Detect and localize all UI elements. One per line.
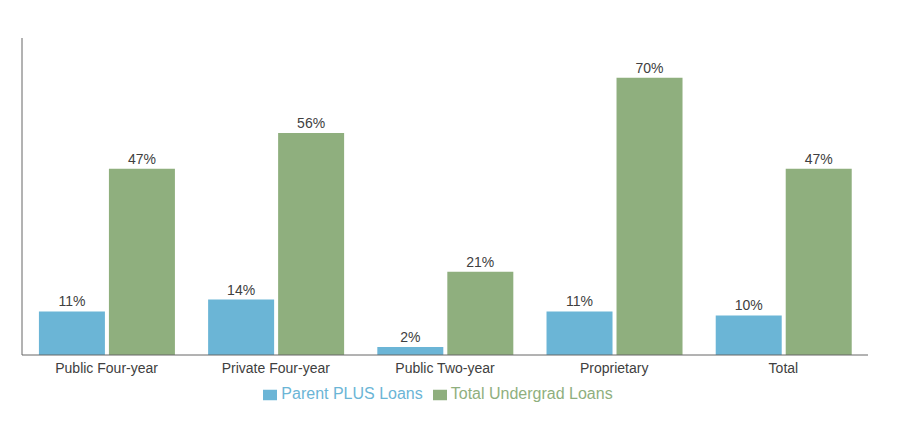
html-text:Total Undergrad Loans: Total Undergrad Loans xyxy=(450,385,613,402)
svg-text:Public Two-year: Public Two-year xyxy=(395,360,495,376)
svg-text:47%: 47% xyxy=(128,151,156,167)
svg-text:2%: 2% xyxy=(400,329,420,345)
svg-text:11%: 11% xyxy=(566,293,593,309)
svg-text:Proprietary: Proprietary xyxy=(580,360,648,376)
svg-text:56%: 56% xyxy=(297,115,325,131)
html-text:Parent PLUS Loans: Parent PLUS Loans xyxy=(281,385,423,402)
svg-text:Public Four-year: Public Four-year xyxy=(55,360,158,376)
svg-text:Private Four-year: Private Four-year xyxy=(222,360,330,376)
svg-text:10%: 10% xyxy=(735,297,763,313)
svg-text:70%: 70% xyxy=(636,60,664,76)
svg-text:47%: 47% xyxy=(805,151,833,167)
svg-text:11%: 11% xyxy=(58,293,85,309)
svg-text:21%: 21% xyxy=(466,254,494,270)
svg-text:14%: 14% xyxy=(227,282,255,298)
svg-text:Total: Total xyxy=(769,360,799,376)
